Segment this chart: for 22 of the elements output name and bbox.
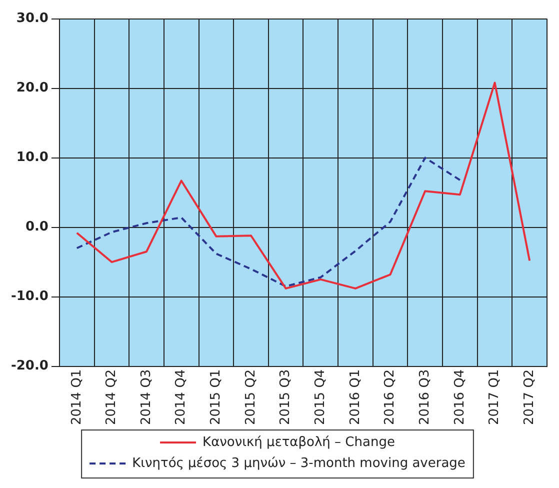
y-tick-label: 30.0 bbox=[16, 11, 48, 26]
x-tick-label: 2015 Q1 bbox=[208, 369, 224, 426]
y-tick-label: 10.0 bbox=[16, 150, 48, 166]
x-tick-label: 2014 Q2 bbox=[104, 369, 120, 426]
x-tick-label: 2017 Q2 bbox=[522, 369, 537, 426]
x-tick-label: 2014 Q1 bbox=[69, 369, 84, 426]
y-tick-label: 20.0 bbox=[16, 80, 48, 96]
x-tick-label: 2015 Q4 bbox=[313, 369, 328, 426]
y-tick-label: -10.0 bbox=[10, 289, 48, 304]
x-tick-label: 2016 Q2 bbox=[382, 369, 398, 426]
x-tick-label: 2015 Q2 bbox=[243, 369, 258, 426]
legend-label: Κινητός μέσος 3 μηνών – 3-month moving average bbox=[132, 456, 466, 471]
x-tick-label: 2016 Q1 bbox=[348, 369, 363, 426]
x-tick-label: 2015 Q3 bbox=[278, 369, 294, 426]
x-tick-label: 2014 Q3 bbox=[138, 369, 154, 426]
y-tick-label: 0.0 bbox=[25, 220, 48, 235]
legend-label: Κανονική μεταβολή – Change bbox=[202, 434, 395, 450]
y-tick-label: -20.0 bbox=[10, 358, 48, 374]
x-tick-label: 2016 Q3 bbox=[417, 369, 432, 426]
x-tick-label: 2014 Q4 bbox=[174, 369, 189, 426]
x-tick-label: 2017 Q1 bbox=[487, 369, 502, 426]
x-tick-label: 2016 Q4 bbox=[452, 369, 468, 426]
